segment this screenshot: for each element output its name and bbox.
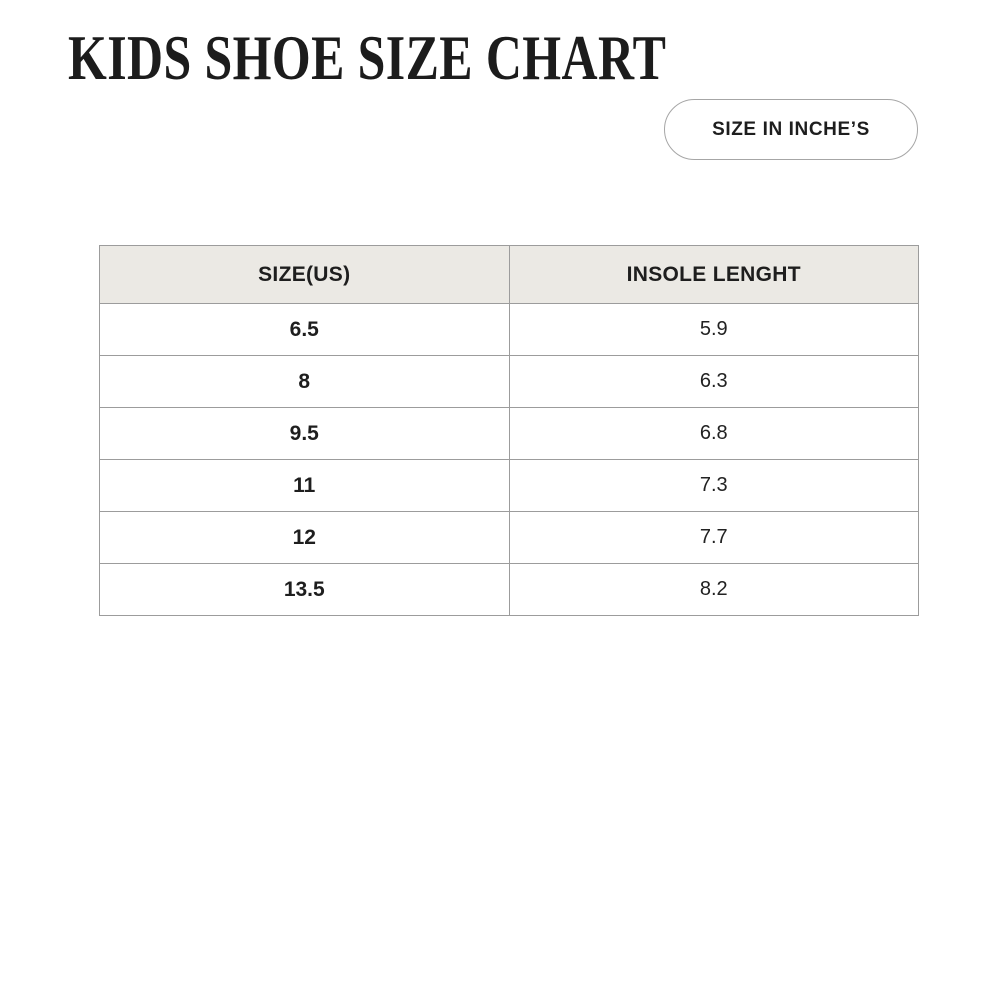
- table-row: 9.5 6.8: [99, 407, 919, 460]
- table-row: 11 7.3: [99, 459, 919, 512]
- table-row: 13.5 8.2: [99, 563, 919, 616]
- insole-value: 7.3: [508, 459, 919, 512]
- size-value: 13.5: [99, 563, 510, 616]
- size-value: 12: [99, 511, 510, 564]
- table-row: 12 7.7: [99, 511, 919, 564]
- table-row: 6.5 5.9: [99, 303, 919, 356]
- size-value: 6.5: [99, 303, 510, 356]
- shoe-size-table-body: 6.5 5.9 8 6.3 9.5 6.8 11 7.3 12 7.7 13.5…: [99, 303, 919, 616]
- insole-value: 6.8: [508, 407, 919, 460]
- size-unit-badge-label: SIZE IN INCHE’S: [712, 118, 870, 140]
- insole-value: 7.7: [508, 511, 919, 564]
- page-title: KIDS SHOE SIZE CHART: [68, 22, 667, 93]
- shoe-size-table: SIZE(US) INSOLE LENGHT 6.5 5.9 8 6.3 9.5…: [99, 245, 919, 616]
- size-value: 8: [99, 355, 510, 408]
- insole-value: 5.9: [508, 303, 919, 356]
- size-unit-badge[interactable]: SIZE IN INCHE’S: [664, 99, 918, 160]
- column-header-insole-length: INSOLE LENGHT: [508, 245, 919, 304]
- insole-value: 6.3: [508, 355, 919, 408]
- table-row: 8 6.3: [99, 355, 919, 408]
- insole-value: 8.2: [508, 563, 919, 616]
- shoe-size-table-head: SIZE(US) INSOLE LENGHT: [99, 245, 919, 304]
- header-row: SIZE(US) INSOLE LENGHT: [99, 245, 919, 304]
- size-value: 9.5: [99, 407, 510, 460]
- size-value: 11: [99, 459, 510, 512]
- column-header-size-us: SIZE(US): [99, 245, 510, 304]
